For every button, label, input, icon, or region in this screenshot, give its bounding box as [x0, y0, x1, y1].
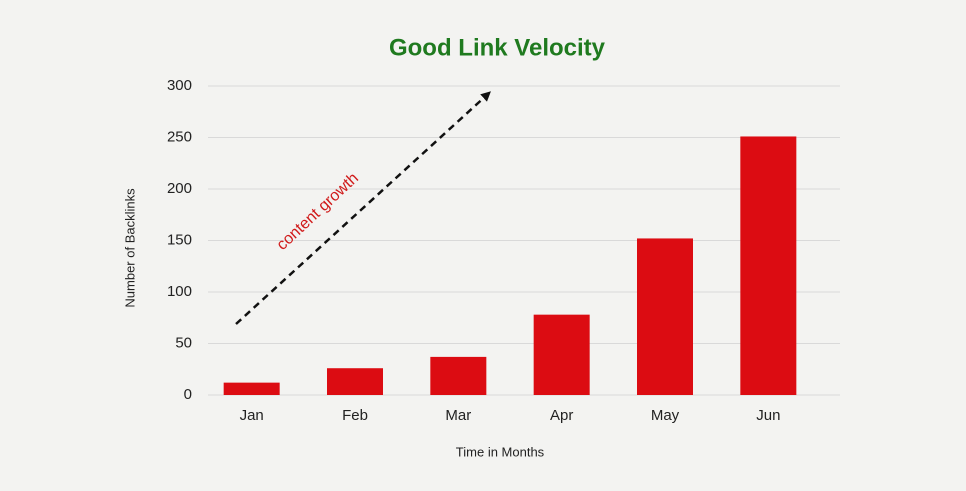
x-tick-label: Apr	[550, 407, 573, 424]
chart-title: Good Link Velocity	[389, 34, 606, 61]
y-tick-label: 150	[167, 231, 192, 248]
y-tick-label: 100	[167, 283, 192, 300]
x-axis-label: Time in Months	[456, 444, 545, 459]
y-tick-label: 50	[175, 334, 192, 351]
bar	[430, 356, 487, 395]
bar	[740, 136, 797, 395]
y-axis-label: Number of Backlinks	[122, 188, 137, 308]
bar	[327, 368, 383, 395]
bar	[223, 382, 280, 395]
y-tick-label: 300	[167, 77, 192, 94]
x-tick-label: Jun	[756, 407, 780, 424]
x-tick-label: Jan	[240, 407, 264, 424]
y-tick-label: 200	[167, 180, 192, 197]
bar	[637, 238, 693, 395]
x-tick-label: Feb	[342, 407, 368, 424]
bar	[533, 314, 590, 395]
y-tick-label: 250	[167, 128, 192, 145]
x-tick-label: Mar	[445, 407, 471, 424]
y-tick-label: 0	[184, 386, 192, 403]
trend-arrow	[235, 91, 491, 325]
x-tick-label: May	[651, 407, 680, 424]
